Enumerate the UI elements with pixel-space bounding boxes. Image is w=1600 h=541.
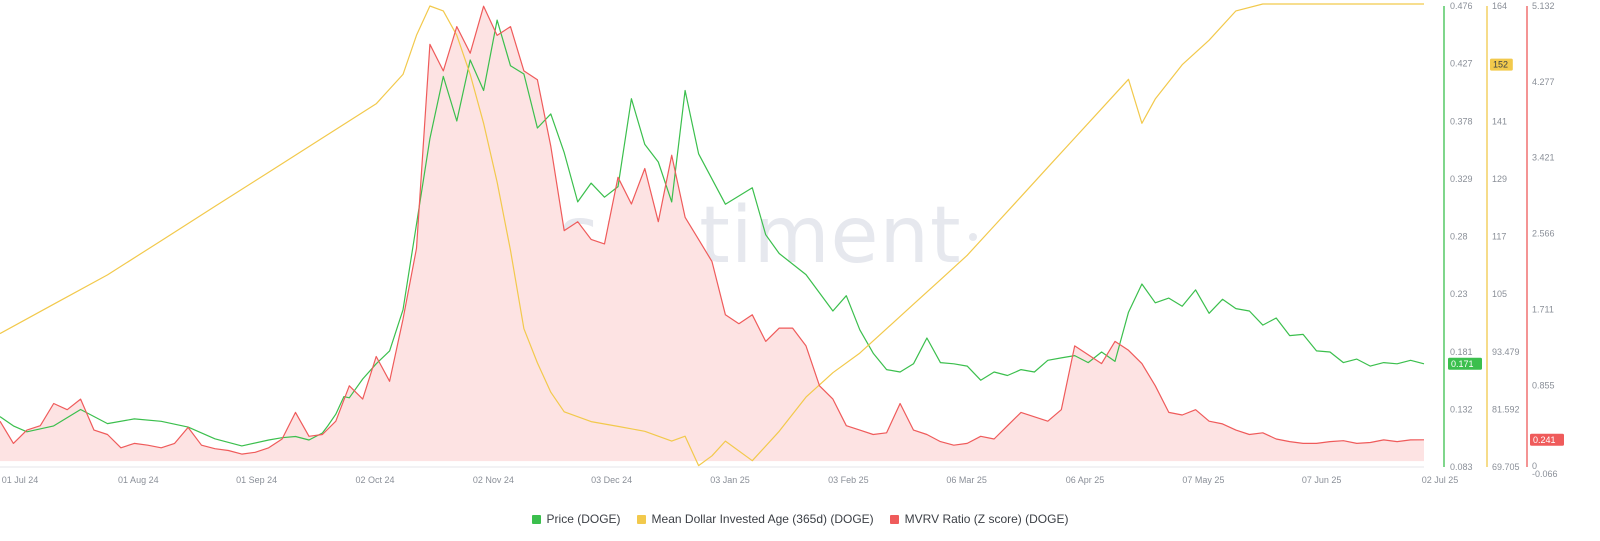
x-tick-label: 01 Sep 24 xyxy=(236,475,277,485)
price-current-badge xyxy=(1448,357,1482,370)
price-line xyxy=(0,19,1425,447)
legend-item-age[interactable]: Mean Dollar Invested Age (365d) (DOGE) xyxy=(636,512,874,526)
price-tick-label: 0.378 xyxy=(1450,116,1473,126)
price-current-value: 0.171 xyxy=(1451,359,1474,369)
mvrv-tick-label: 3.421 xyxy=(1532,153,1555,163)
mvrv-current-badge xyxy=(1530,433,1564,446)
mvrv-tick-label: 4.277 xyxy=(1532,77,1555,87)
x-tick-label: 07 May 25 xyxy=(1182,475,1224,485)
x-tick-label: 02 Jul 25 xyxy=(1422,475,1459,485)
x-tick-label: 01 Aug 24 xyxy=(118,475,159,485)
mvrv-tick-label: 1.711 xyxy=(1532,304,1554,314)
age-line xyxy=(0,3,1424,467)
x-tick-label: 07 Jun 25 xyxy=(1302,475,1342,485)
plot-area xyxy=(0,3,1425,467)
mvrv-tick-label: 2.566 xyxy=(1532,229,1555,239)
mvrv-area xyxy=(0,6,1424,462)
mvrv-tick-label: -0.066 xyxy=(1532,469,1558,479)
mvrv-tick-label: 0 xyxy=(1532,461,1537,471)
price-tick-label: 0.427 xyxy=(1450,59,1473,69)
price-tick-label: 0.476 xyxy=(1450,1,1473,11)
age-tick-label: 129 xyxy=(1492,174,1507,184)
legend-swatch-price xyxy=(531,514,541,524)
legend-item-price[interactable]: Price (DOGE) xyxy=(531,512,621,526)
legend-swatch-mvrv xyxy=(889,514,899,524)
age-tick-label: 141 xyxy=(1492,116,1507,126)
legend-swatch-age xyxy=(636,514,646,524)
age-tick-label: 105 xyxy=(1492,289,1507,299)
price-tick-label: 0.23 xyxy=(1450,289,1468,299)
price-tick-label: 0.083 xyxy=(1450,462,1473,472)
age-tick-label: 81.592 xyxy=(1492,404,1520,414)
watermark-dot-right xyxy=(969,233,977,241)
axes: 01 Jul 24 01 Aug 24 01 Sep 24 02 Oct 24 02 N… xyxy=(0,1,1564,485)
legend-label-price: Price (DOGE) xyxy=(546,512,621,526)
legend-item-mvrv[interactable]: MVRV Ratio (Z score) (DOGE) xyxy=(889,512,1069,526)
x-tick-label: 03 Dec 24 xyxy=(591,475,632,485)
mvrv-current-value: 0.241 xyxy=(1533,435,1556,445)
age-tick-label: 117 xyxy=(1492,232,1506,242)
x-tick-label: 03 Feb 25 xyxy=(828,475,869,485)
price-tick-label: 0.329 xyxy=(1450,174,1473,184)
age-current-value: 152 xyxy=(1493,60,1508,70)
age-current-badge xyxy=(1490,58,1513,71)
price-tick-label: 0.132 xyxy=(1450,404,1473,414)
x-tick-label: 01 Jul 24 xyxy=(2,475,39,485)
age-tick-label: 93.479 xyxy=(1492,347,1520,357)
price-tick-label: 0.28 xyxy=(1450,232,1468,242)
price-tick-label: 0.181 xyxy=(1450,347,1473,357)
x-tick-label: 06 Apr 25 xyxy=(1066,475,1105,485)
x-tick-label: 02 Oct 24 xyxy=(355,475,394,485)
mvrv-tick-label: 5.132 xyxy=(1532,1,1555,11)
x-tick-label: 02 Nov 24 xyxy=(473,475,514,485)
age-tick-label: 164 xyxy=(1492,1,1507,11)
mvrv-line xyxy=(0,5,1425,455)
age-tick-label: 69.705 xyxy=(1492,462,1520,472)
legend-label-age: Mean Dollar Invested Age (365d) (DOGE) xyxy=(651,512,874,526)
x-tick-label: 03 Jan 25 xyxy=(710,475,750,485)
mvrv-tick-label: 0.855 xyxy=(1532,380,1555,390)
legend-label-mvrv: MVRV Ratio (Z score) (DOGE) xyxy=(904,512,1069,526)
x-tick-label: 06 Mar 25 xyxy=(946,475,987,485)
legend: Price (DOGE) Mean Dollar Invested Age (3… xyxy=(0,512,1600,526)
